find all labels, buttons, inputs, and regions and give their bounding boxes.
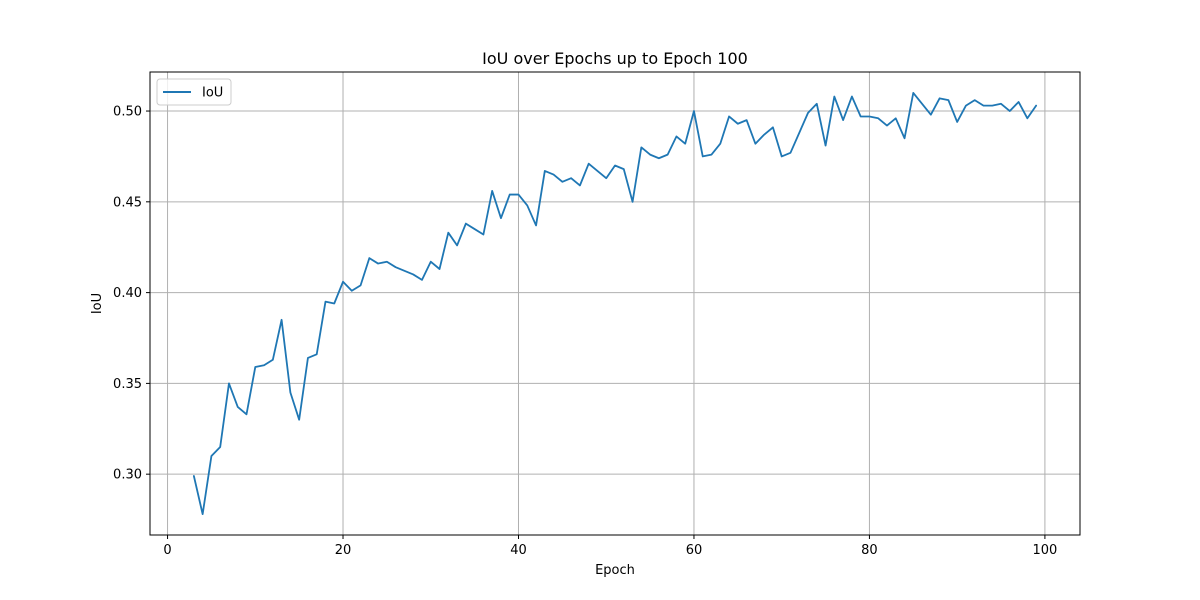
y-tick-label: 0.35: [113, 377, 142, 392]
x-tick-label: 100: [1032, 543, 1057, 558]
x-tick-label: 0: [163, 543, 171, 558]
series-layer: [192, 91, 1038, 516]
x-tick-label: 60: [686, 543, 703, 558]
plot-area-frame: [149, 71, 1081, 536]
x-tick-label: 80: [861, 543, 878, 558]
y-tick-label: 0.45: [113, 195, 142, 210]
y-tick-label: 0.30: [113, 468, 142, 483]
y-tick-label: 0.50: [113, 105, 142, 120]
y-axis-label: IoU: [90, 293, 105, 314]
x-tick-label: 40: [510, 543, 527, 558]
axis-ticks: 0 20 40 60 80 100 0.30 0.35 0.40 0.45 0.50: [113, 105, 1057, 558]
legend: IoU: [156, 78, 232, 106]
x-tick-label: 20: [335, 543, 352, 558]
chart-title: IoU over Epochs up to Epoch 100: [482, 49, 748, 68]
x-axis-label: Epoch: [595, 563, 635, 578]
y-tick-label: 0.40: [113, 286, 142, 301]
series-line-iou: [192, 91, 1038, 516]
legend-label: IoU: [202, 86, 223, 101]
legend-box: [156, 78, 232, 106]
